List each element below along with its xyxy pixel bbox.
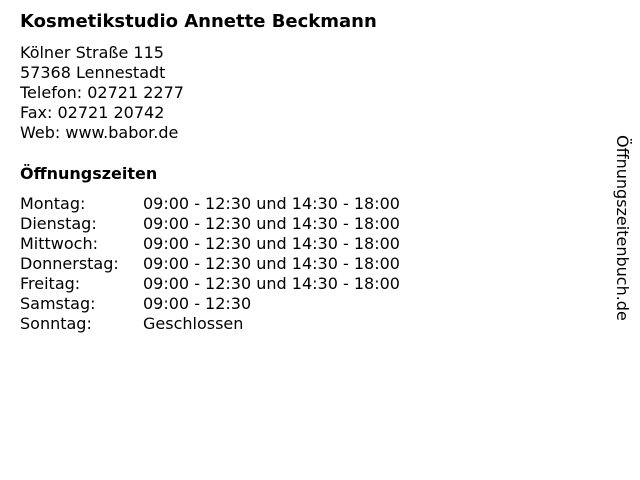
phone: Telefon: 02721 2277: [20, 83, 184, 102]
day: Samstag:: [20, 294, 96, 313]
time: Geschlossen: [143, 314, 244, 333]
hours-row: Mittwoch: 09:00 - 12:30 und 14:30 - 18:00: [20, 234, 400, 254]
time: 09:00 - 12:30 und 14:30 - 18:00: [143, 194, 400, 213]
hours-row: Freitag: 09:00 - 12:30 und 14:30 - 18:00: [20, 274, 400, 294]
day: Montag:: [20, 194, 86, 213]
day: Freitag:: [20, 274, 81, 293]
hours-heading: Öffnungszeiten: [20, 164, 158, 183]
day: Sonntag:: [20, 314, 92, 333]
street: Kölner Straße 115: [20, 43, 164, 62]
day: Dienstag:: [20, 214, 97, 233]
time: 09:00 - 12:30 und 14:30 - 18:00: [143, 274, 400, 293]
hours-table: Montag: 09:00 - 12:30 und 14:30 - 18:00 D…: [20, 194, 400, 334]
time: 09:00 - 12:30 und 14:30 - 18:00: [143, 234, 400, 253]
day: Donnerstag:: [20, 254, 119, 273]
time: 09:00 - 12:30: [143, 294, 252, 313]
day: Mittwoch:: [20, 234, 98, 253]
city: 57368 Lennestadt: [20, 63, 166, 82]
hours-row: Samstag: 09:00 - 12:30: [20, 294, 400, 314]
business-name: Kosmetikstudio Annette Beckmann: [20, 11, 377, 32]
time: 09:00 - 12:30 und 14:30 - 18:00: [143, 254, 400, 273]
hours-row: Dienstag: 09:00 - 12:30 und 14:30 - 18:00: [20, 214, 400, 234]
time: 09:00 - 12:30 und 14:30 - 18:00: [143, 214, 400, 233]
web: Web: www.babor.de: [20, 123, 179, 142]
watermark: Öffnungszeitenbuch.de: [613, 135, 632, 321]
hours-row: Donnerstag: 09:00 - 12:30 und 14:30 - 18:…: [20, 254, 400, 274]
hours-row: Sonntag: Geschlossen: [20, 314, 400, 334]
hours-row: Montag: 09:00 - 12:30 und 14:30 - 18:00: [20, 194, 400, 214]
contact-block: Kölner Straße 115 57368 Lennestadt Telef…: [20, 43, 184, 143]
fax: Fax: 02721 20742: [20, 103, 165, 122]
